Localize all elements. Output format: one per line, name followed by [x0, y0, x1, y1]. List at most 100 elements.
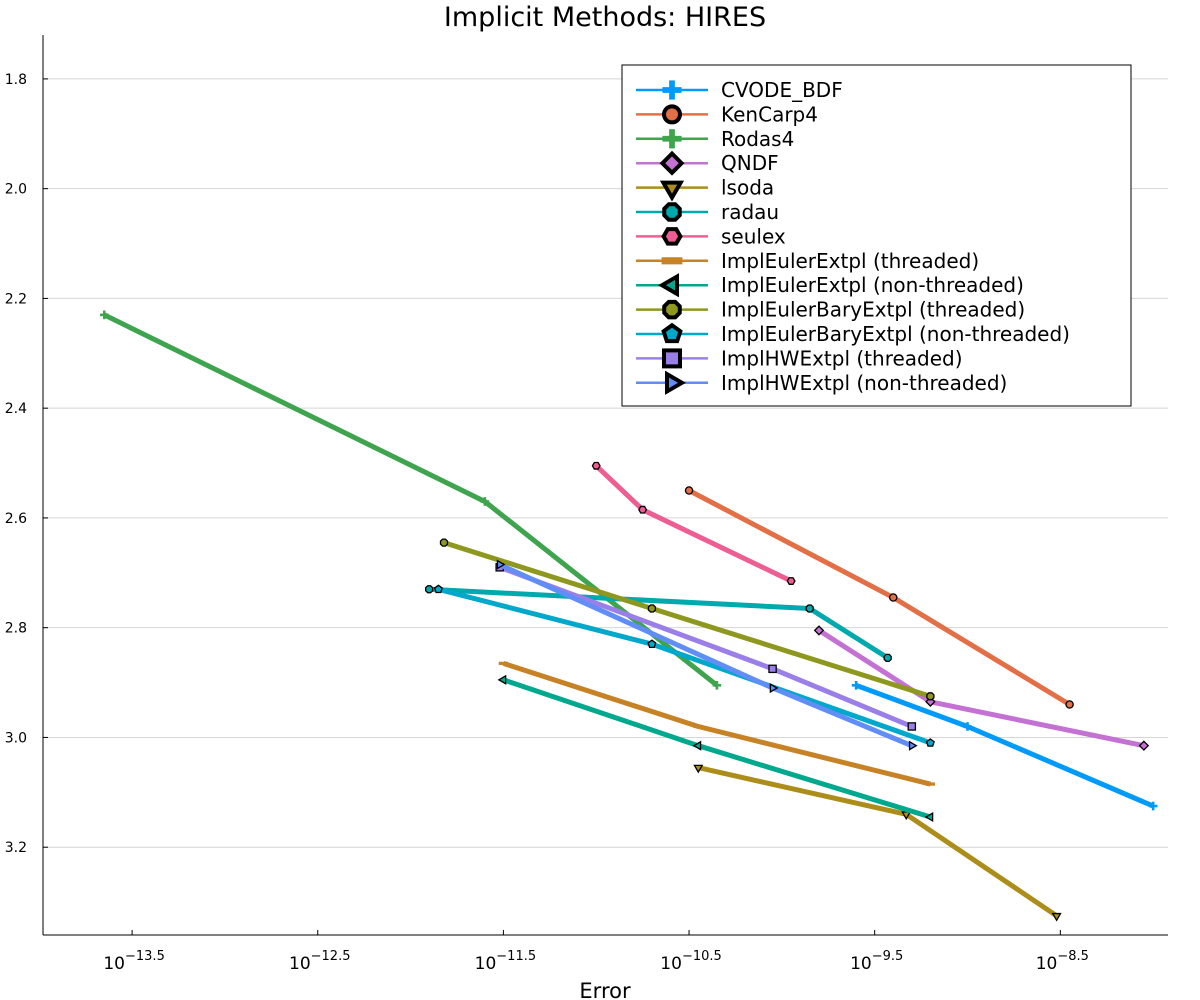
data-point [591, 461, 601, 470]
data-point [693, 764, 704, 774]
legend-marker [662, 129, 682, 149]
data-point [480, 497, 490, 506]
series-rodas4 [99, 310, 722, 690]
axes [42, 35, 1168, 936]
series-line [855, 682, 1155, 809]
series-lsoda [693, 764, 1062, 922]
legend-label: Rodas4 [721, 127, 794, 151]
y-tick-label: 2.6 [5, 511, 27, 527]
data-point [926, 692, 935, 701]
legend-item: ImplEulerBaryExtpl (non-threaded) [636, 322, 1070, 346]
data-point [883, 653, 892, 663]
x-tick-label: 10−8.5 [1036, 949, 1089, 974]
legend-label: ImplEulerExtpl (non-threaded) [721, 273, 1024, 297]
series-line [687, 488, 1071, 707]
legend-label: ImplEulerExtpl (threaded) [721, 249, 979, 273]
legend-item: Rodas4 [636, 127, 794, 151]
data-point [638, 505, 648, 514]
series-impleulerbaryextpl-non-threaded [433, 584, 935, 747]
data-point [497, 674, 507, 685]
legend-label: ImplEulerBaryExtpl (threaded) [721, 298, 1025, 322]
data-point [647, 639, 657, 648]
legend-label: ImplEulerBaryExtpl (non-threaded) [721, 322, 1070, 346]
series-implhwextpl-non-threaded [496, 559, 918, 751]
legend-item: ImplHWExtpl (non-threaded) [636, 370, 1007, 395]
series-line [594, 463, 793, 584]
data-point [684, 486, 694, 495]
data-point [712, 680, 722, 690]
data-point [99, 310, 109, 320]
legend-item: ImplEulerExtpl (threaded) [636, 249, 979, 273]
series-kencarp4 [684, 486, 1074, 709]
y-tick-label: 2.4 [5, 401, 27, 417]
legend-marker [659, 180, 685, 202]
y-tick-label: 1.8 [5, 72, 27, 88]
y-tick-labels: 1.8 2.0 2.2 2.4 2.6 2.8 3.0 3.2 [5, 72, 48, 856]
data-point [692, 740, 702, 751]
legend-item: ImplEulerExtpl (non-threaded) [636, 273, 1024, 298]
legend-marker [665, 370, 687, 395]
plot-area [99, 310, 1158, 922]
series-impleulerextpl-non-threaded [497, 674, 934, 823]
data-point [813, 625, 825, 636]
legend-label: CVODE_BDF [721, 78, 843, 102]
legend-label: ImplHWExtpl (threaded) [721, 346, 963, 370]
data-point [1065, 700, 1074, 709]
data-point [924, 811, 934, 823]
x-tick-label: 10−13.5 [103, 949, 164, 974]
y-tick-label: 2.8 [5, 621, 27, 637]
data-point [1051, 912, 1062, 922]
y-tick-label: 3.0 [5, 730, 27, 746]
series-line [697, 765, 1058, 918]
series-seulex [591, 461, 796, 585]
legend-marker [662, 80, 682, 100]
data-point [888, 593, 898, 602]
data-point [907, 722, 917, 731]
data-point [925, 738, 935, 747]
data-point [424, 585, 434, 594]
data-point [433, 584, 443, 594]
data-point [1138, 740, 1150, 751]
legend-item: lsoda [636, 176, 774, 202]
legend-label: KenCarp4 [721, 102, 818, 126]
data-point [768, 664, 777, 674]
legend-label: radau [721, 200, 779, 224]
legend-label: ImplHWExtpl (non-threaded) [721, 371, 1007, 395]
series-impleulerbaryextpl-threaded [439, 538, 935, 701]
data-point [908, 740, 918, 751]
legend-label: QNDF [721, 151, 779, 175]
series-radau [424, 585, 892, 663]
legend-item: ImplHWExtpl (threaded) [636, 346, 963, 370]
legend-item: ImplEulerBaryExtpl (threaded) [636, 298, 1025, 322]
data-point [786, 577, 796, 585]
legend-marker [662, 348, 682, 369]
data-point [647, 604, 657, 613]
legend-item: CVODE_BDF [636, 78, 843, 102]
legend-marker [657, 273, 679, 298]
legend-marker [659, 150, 685, 176]
legend-item: QNDF [636, 150, 779, 176]
x-tick-labels: 10−13.5 10−12.5 10−11.5 10−10.5 10−9.5 10−8.5 [103, 930, 1089, 974]
legend: CVODE_BDFKenCarp4Rodas4QNDFlsodaradauseu… [621, 64, 1132, 407]
data-point [805, 604, 814, 613]
legend-marker [661, 227, 683, 246]
legend-item: seulex [636, 224, 786, 248]
grid [43, 78, 1168, 848]
y-tick-label: 2.2 [5, 291, 27, 307]
legend-marker [662, 299, 682, 320]
legend-label: lsoda [721, 176, 774, 200]
legend-item: radau [636, 200, 779, 224]
series-line [502, 677, 932, 820]
chart-title: Implicit Methods: HIRES [444, 2, 766, 33]
legend-item: KenCarp4 [636, 102, 818, 126]
y-tick-label: 3.2 [5, 840, 27, 856]
data-point [496, 559, 506, 570]
series-impleulerextpl-threaded [498, 661, 936, 787]
data-point [963, 722, 972, 731]
series-line [443, 540, 932, 699]
series-cvode-bdf [851, 680, 1158, 811]
legend-marker [661, 322, 683, 344]
y-tick-label: 2.0 [5, 182, 27, 198]
data-point [1148, 801, 1158, 811]
